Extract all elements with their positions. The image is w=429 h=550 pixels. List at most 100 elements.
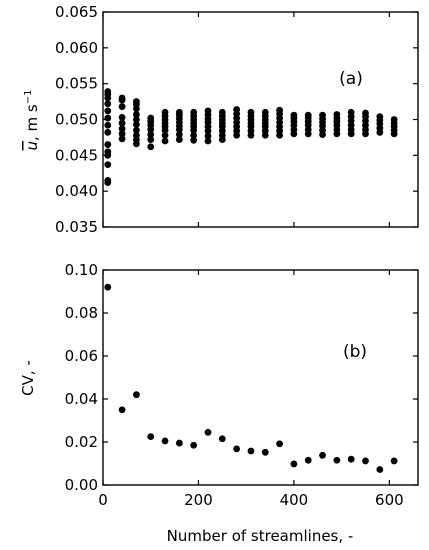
- panel-a-data-point: [175, 131, 183, 138]
- panel-a-data-point: [118, 103, 126, 110]
- panel-a-data-point: [104, 141, 112, 148]
- panel-a-data-point: [190, 136, 198, 144]
- panel-b-y-tick-label: 0.00: [65, 476, 98, 494]
- panel-a-frame: [102, 11, 419, 228]
- panel-a-y-tick-label: 0.060: [55, 39, 98, 57]
- panel-a-data-point: [190, 108, 198, 116]
- panel-b-data-point: [261, 448, 269, 456]
- panel-b-y-tick-label: 0.04: [65, 390, 98, 408]
- panel-b-data-point: [333, 456, 341, 464]
- panel-a-data-point: [218, 108, 226, 116]
- panel-a-y-tick-label: 0.050: [55, 111, 98, 129]
- panel-a-data-point: [175, 108, 183, 116]
- panel-b-data-point: [104, 283, 112, 291]
- panel-b-data-point: [118, 406, 126, 414]
- panel-a-data-point: [362, 109, 369, 117]
- panel-a-data-point: [261, 108, 269, 116]
- panel-a-data-point: [147, 143, 155, 151]
- panel-b-data-point: [133, 391, 140, 399]
- panel-a-data-point: [118, 119, 126, 127]
- panel-a-data-point: [104, 121, 112, 129]
- panel-b-data-point: [390, 457, 398, 465]
- panel-b-data-point: [376, 466, 384, 473]
- panel-b-x-tick-label: 200: [184, 491, 213, 509]
- panel-a-y-tick-label: 0.055: [55, 75, 98, 93]
- panel-b-data-point: [347, 455, 355, 463]
- panel-b-data-point: [175, 439, 183, 447]
- panel-b-y-tick-label: 0.02: [65, 433, 98, 451]
- panel-b-data-point: [147, 433, 155, 441]
- panel-a-data-point: [133, 126, 140, 134]
- panel-a-data-point: [304, 111, 312, 119]
- panel-b-points: [104, 283, 398, 473]
- panel-a-data-point: [104, 161, 112, 169]
- panel-a-y-axis-label: u, m s−1: [23, 90, 41, 151]
- panel-b-y-tick-label: 0.06: [65, 347, 98, 365]
- panel-b-data-point: [276, 440, 283, 448]
- panel-a-data-point: [133, 116, 140, 123]
- panel-a-data-point: [133, 111, 140, 118]
- panel-a-data-point: [118, 113, 126, 121]
- panel-a-data-point: [133, 98, 140, 105]
- panel-b: 0.000.020.040.060.080.10 0 200 400 600 (b) …: [19, 261, 419, 545]
- panel-a-data-point: [104, 107, 112, 115]
- panel-b-data-point: [204, 428, 212, 436]
- panel-a-y-tick-label: 0.065: [55, 3, 98, 21]
- panel-a-data-point: [319, 111, 326, 119]
- panel-a-data-point: [175, 136, 183, 143]
- panel-a-data-point: [118, 135, 126, 143]
- panel-a-data-point: [161, 131, 169, 139]
- panel-a-data-point: [333, 111, 341, 118]
- panel-a-data-point: [104, 148, 112, 156]
- panel-a-points: [104, 88, 398, 186]
- panel-a-data-point: [376, 113, 384, 121]
- panel-b-y-tick-label: 0.10: [65, 261, 98, 279]
- panel-a-data-point: [104, 88, 112, 95]
- panel-a-data-point: [204, 137, 212, 145]
- panel-b-x-ticks: 0 200 400 600: [98, 270, 404, 509]
- unit-exponent: −1: [23, 90, 34, 105]
- panel-a-data-point: [204, 132, 212, 140]
- panel-a-y-ticks: 0.035 0.040 0.045 0.050 0.055 0.060 0.065: [55, 3, 418, 236]
- panel-b-data-point: [161, 437, 169, 445]
- panel-a-data-point: [390, 116, 398, 123]
- x-axis-label: Number of streamlines, -: [167, 527, 354, 545]
- panel-a-data-point: [161, 137, 169, 145]
- panel-b-y-axis-label: CV, -: [19, 360, 37, 396]
- panel-b-data-point: [362, 457, 369, 465]
- panel-b-data-point: [190, 441, 198, 449]
- panel-a-data-point: [118, 94, 126, 102]
- panel-b-y-tick-label: 0.08: [65, 304, 98, 322]
- u-bar-symbol: u: [23, 141, 41, 151]
- panel-a-data-point: [118, 130, 126, 138]
- panel-a-data-point: [133, 121, 140, 128]
- panel-a-data-point: [233, 106, 241, 113]
- panel-a-data-point: [347, 108, 355, 116]
- panel-a-y-tick-label: 0.035: [55, 218, 98, 236]
- panel-b-x-tick-label: 600: [375, 491, 404, 509]
- panel-b-frame: [102, 269, 419, 486]
- panel-a-data-point: [204, 107, 212, 115]
- panel-a-tag: (a): [339, 69, 363, 89]
- panel-b-data-point: [218, 435, 226, 443]
- panel-b-tag: (b): [343, 342, 367, 362]
- panel-a-data-point: [133, 131, 140, 139]
- panel-a-data-point: [190, 131, 198, 139]
- panel-b-y-ticks: 0.00 0.02 0.04 0.06 0.08 0.10: [65, 261, 418, 494]
- unit-text: , m s: [23, 104, 41, 141]
- panel-a-data-point: [104, 177, 112, 184]
- panel-a-data-point: [247, 108, 255, 116]
- panel-b-x-tick-label: 0: [98, 491, 108, 509]
- panel-b-data-point: [233, 445, 241, 453]
- panel-a-data-point: [147, 136, 155, 143]
- panel-b-data-point: [247, 447, 255, 455]
- panel-b-data-point: [319, 451, 326, 459]
- panel-a-y-tick-label: 0.045: [55, 146, 98, 164]
- panel-a-data-point: [147, 131, 155, 138]
- panel-a-data-point: [104, 129, 112, 136]
- panel-a-data-point: [104, 100, 112, 108]
- panel-a-x-ticks: [102, 12, 390, 227]
- panel-b-data-point: [290, 460, 298, 468]
- panel-b-x-tick-label: 400: [280, 491, 309, 509]
